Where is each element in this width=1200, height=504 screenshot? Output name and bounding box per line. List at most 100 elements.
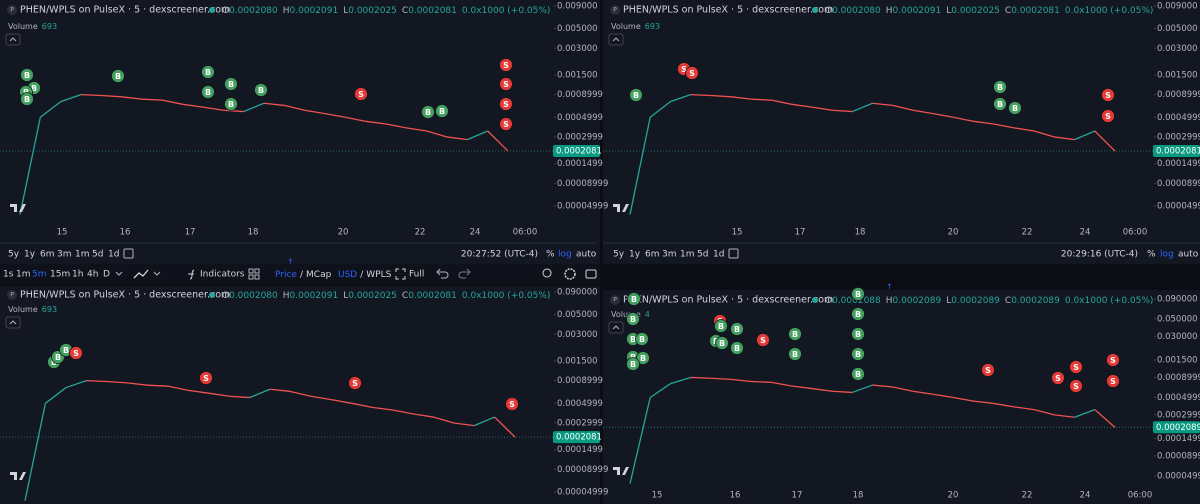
- scale-option[interactable]: %: [546, 250, 555, 260]
- trade-marker: [20, 68, 34, 82]
- price-segment: [385, 123, 407, 129]
- toggle-option: WPLS: [366, 270, 391, 280]
- indicators-icon[interactable]: [188, 269, 195, 280]
- dropdown-icon[interactable]: [153, 271, 161, 276]
- price-segment: [269, 388, 291, 393]
- interval-button[interactable]: D: [103, 270, 110, 280]
- price-segment: [324, 112, 346, 118]
- range-button[interactable]: 3m: [57, 250, 72, 260]
- dropdown-icon[interactable]: [115, 271, 123, 276]
- trade-marker-label: B: [855, 350, 861, 359]
- range-button[interactable]: 6m: [40, 250, 55, 260]
- trade-marker: [993, 80, 1007, 94]
- y-tick-label: 0.00008999: [1157, 179, 1200, 189]
- interval-button[interactable]: 1s: [3, 270, 14, 280]
- camera-icon[interactable]: [585, 269, 597, 279]
- scale-option[interactable]: log: [1160, 250, 1174, 260]
- price-segment: [953, 116, 974, 122]
- range-button[interactable]: 5d: [92, 250, 103, 260]
- range-button[interactable]: 3m: [662, 250, 677, 260]
- trade-marker-label: B: [718, 322, 724, 331]
- x-tick-label: 15: [652, 491, 663, 501]
- ohlc-value: 0.0002025: [951, 6, 1000, 16]
- price-segment: [86, 380, 107, 383]
- range-button[interactable]: 1d: [713, 250, 724, 260]
- price-segment: [973, 400, 994, 405]
- trade-marker-label: B: [55, 353, 61, 362]
- price-segment: [1054, 136, 1075, 141]
- range-button[interactable]: 1y: [629, 250, 641, 260]
- interval-button[interactable]: 1h: [72, 270, 83, 280]
- price-segment: [473, 416, 495, 427]
- trade-marker: [627, 292, 641, 306]
- ohlc-key: H: [283, 291, 290, 301]
- trade-marker-label: B: [439, 107, 445, 116]
- price-segment: [101, 94, 122, 98]
- collapse-button[interactable]: [5, 33, 21, 46]
- range-button[interactable]: 5y: [8, 250, 20, 260]
- scale-option[interactable]: auto: [1178, 250, 1199, 260]
- divider: [603, 264, 1200, 290]
- scale-option[interactable]: %: [1147, 250, 1156, 260]
- range-button[interactable]: 6m: [645, 250, 660, 260]
- price-toggle[interactable]: Price / MCap: [275, 270, 332, 280]
- x-tick-label: 06:00: [1123, 228, 1148, 238]
- price-segment: [690, 93, 711, 97]
- price-segment: [993, 123, 1015, 129]
- price-segment: [892, 386, 914, 392]
- y-tick-label: 0.050000: [1157, 314, 1198, 324]
- trade-marker-label: B: [205, 68, 211, 77]
- price-segment: [872, 384, 893, 388]
- chart-panel: P PHEN/WPLS on PulseX · 5 · dexscreener.c…: [0, 287, 608, 501]
- y-tick-label: 0.0001499: [557, 445, 603, 455]
- collapse-button[interactable]: [608, 321, 624, 334]
- full-button[interactable]: Full: [409, 270, 424, 280]
- collapse-button[interactable]: [608, 33, 624, 46]
- volume-label: Volume: [8, 22, 38, 31]
- trade-marker-label: S: [1110, 356, 1116, 365]
- interval-button[interactable]: 1m: [16, 270, 31, 280]
- symbol: PHEN/WPLS on PulseX · 5 · dexscreener.co…: [20, 290, 230, 301]
- calendar-icon[interactable]: [123, 248, 134, 259]
- x-tick-label: 17: [185, 228, 196, 238]
- trade-marker: [20, 92, 34, 106]
- scale-option[interactable]: auto: [576, 250, 597, 260]
- price-segment: [446, 136, 468, 141]
- volume-value: 693: [645, 22, 660, 31]
- pair-toggle[interactable]: USD / WPLS: [338, 270, 392, 280]
- fullscreen-icon[interactable]: [395, 268, 406, 280]
- tv-logo-mark: [10, 204, 26, 212]
- range-button[interactable]: 5d: [697, 250, 708, 260]
- redo-icon[interactable]: [458, 268, 471, 279]
- range-button[interactable]: 1m: [680, 250, 695, 260]
- range-button[interactable]: 1d: [108, 250, 119, 260]
- interval-button[interactable]: 4h: [87, 270, 98, 280]
- calendar-icon[interactable]: [728, 248, 739, 259]
- price-segment: [670, 94, 691, 103]
- scale-option[interactable]: log: [558, 250, 572, 260]
- indicators-button[interactable]: Indicators: [200, 270, 245, 280]
- undo-icon[interactable]: [436, 268, 449, 279]
- trade-marker: [254, 83, 268, 97]
- interval-button[interactable]: 5m: [32, 270, 47, 280]
- x-tick-label: 18: [853, 491, 864, 501]
- price-segment: [710, 94, 732, 98]
- search-icon[interactable]: [542, 268, 552, 278]
- interval-button[interactable]: 15m: [50, 270, 70, 280]
- trade-marker-label: B: [792, 330, 798, 339]
- toggle-option: MCap: [306, 270, 332, 280]
- price-segment: [730, 96, 752, 100]
- range-button[interactable]: 1y: [24, 250, 36, 260]
- y-tick-label: 0.001500: [557, 356, 598, 366]
- y-tick-label: 0.00004999: [1157, 201, 1200, 211]
- arrow-icon: ↑: [886, 283, 893, 292]
- range-button[interactable]: 1m: [75, 250, 90, 260]
- y-tick-label: 0.0001499: [1157, 434, 1200, 444]
- collapse-button[interactable]: [5, 316, 21, 329]
- chart-type-icon[interactable]: [133, 269, 149, 279]
- x-tick-label: 17: [792, 491, 803, 501]
- layout-icon[interactable]: [248, 268, 260, 280]
- range-button[interactable]: 5y: [613, 250, 625, 260]
- clock: 20:29:16 (UTC-4): [1061, 250, 1138, 260]
- settings-icon[interactable]: [564, 268, 576, 280]
